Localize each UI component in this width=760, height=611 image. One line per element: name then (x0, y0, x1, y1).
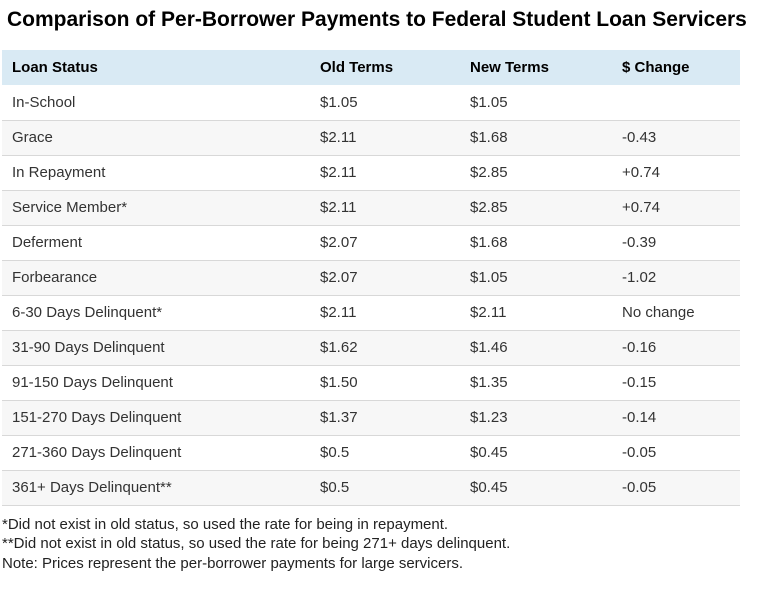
table-header: Loan Status Old Terms New Terms $ Change (2, 50, 740, 85)
table-cell: No change (612, 295, 740, 331)
table-cell: $2.11 (460, 295, 612, 331)
footnote: Note: Prices represent the per-borrower … (2, 554, 464, 572)
column-header-loan-status: Loan Status (2, 50, 310, 85)
table-cell: $2.11 (310, 155, 460, 191)
table-cell: 361+ Days Delinquent** (2, 470, 310, 506)
table-cell: 31-90 Days Delinquent (2, 330, 310, 366)
table-cell: 91-150 Days Delinquent (2, 365, 310, 401)
table-body: In-School $1.05 $1.05 Grace $2.11 $1.68 -0.43 I… (2, 85, 740, 506)
column-header-old-terms: Old Terms (310, 50, 460, 85)
table-cell: $0.45 (460, 470, 612, 506)
table-row: Grace $2.11 $1.68 -0.43 (2, 120, 740, 156)
table-cell: $2.11 (310, 120, 460, 156)
table-cell: $1.05 (460, 85, 612, 121)
table-cell: $1.05 (310, 85, 460, 121)
table-cell: -0.15 (612, 365, 740, 401)
table-cell: -0.05 (612, 470, 740, 506)
table-cell: +0.74 (612, 190, 740, 226)
table-cell: $2.11 (310, 295, 460, 331)
table-cell: Service Member* (2, 190, 310, 226)
table-cell: -0.43 (612, 120, 740, 156)
table-cell: -0.05 (612, 435, 740, 471)
table-cell: $2.07 (310, 225, 460, 261)
table-cell: $1.05 (460, 260, 612, 296)
table-cell: $1.35 (460, 365, 612, 401)
table-cell: 271-360 Days Delinquent (2, 435, 310, 471)
table-cell: $0.5 (310, 435, 460, 471)
table-cell: In-School (2, 85, 310, 121)
header-row: Loan Status Old Terms New Terms $ Change (2, 50, 740, 85)
table-cell: -0.39 (612, 225, 740, 261)
table-cell: $1.37 (310, 400, 460, 436)
table-cell: $1.68 (460, 225, 612, 261)
table-cell: $2.07 (310, 260, 460, 296)
table-cell: Grace (2, 120, 310, 156)
table-cell: $0.5 (310, 470, 460, 506)
table-cell: -0.14 (612, 400, 740, 436)
table-cell: In Repayment (2, 155, 310, 191)
table-cell: $1.68 (460, 120, 612, 156)
table-row: 151-270 Days Delinquent $1.37 $1.23 -0.14 (2, 400, 740, 436)
table-row: Forbearance $2.07 $1.05 -1.02 (2, 260, 740, 296)
table-cell: $2.85 (460, 155, 612, 191)
table-row: 271-360 Days Delinquent $0.5 $0.45 -0.05 (2, 435, 740, 471)
table-row: Deferment $2.07 $1.68 -0.39 (2, 225, 740, 261)
table-cell: $2.11 (310, 190, 460, 226)
table-cell: -0.16 (612, 330, 740, 366)
table-cell: $2.85 (460, 190, 612, 226)
table-row: 91-150 Days Delinquent $1.50 $1.35 -0.15 (2, 365, 740, 401)
footnotes: *Did not exist in old status, so used th… (2, 515, 760, 574)
table-cell: 151-270 Days Delinquent (2, 400, 310, 436)
table-row: 6-30 Days Delinquent* $2.11 $2.11 No change (2, 295, 740, 331)
table-cell: -1.02 (612, 260, 740, 296)
table-cell: 6-30 Days Delinquent* (2, 295, 310, 331)
page-title: Comparison of Per-Borrower Payments to F… (7, 8, 747, 31)
table-row: Service Member* $2.11 $2.85 +0.74 (2, 190, 740, 226)
table-cell: Deferment (2, 225, 310, 261)
table-row: 31-90 Days Delinquent $1.62 $1.46 -0.16 (2, 330, 740, 366)
table-cell (612, 85, 740, 121)
table-cell: Forbearance (2, 260, 310, 296)
column-header-change: $ Change (612, 50, 740, 85)
payments-table: Loan Status Old Terms New Terms $ Change In… (2, 50, 740, 506)
table-row: 361+ Days Delinquent** $0.5 $0.45 -0.05 (2, 470, 740, 506)
footnote: **Did not exist in old status, so used t… (2, 535, 511, 552)
table-row: In-School $1.05 $1.05 (2, 85, 740, 121)
table-cell: $1.62 (310, 330, 460, 366)
table-cell: $1.23 (460, 400, 612, 436)
table-cell: $1.50 (310, 365, 460, 401)
column-header-new-terms: New Terms (460, 50, 612, 85)
table-cell: $1.46 (460, 330, 612, 366)
table-row: In Repayment $2.11 $2.85 +0.74 (2, 155, 740, 191)
footnote: *Did not exist in old status, so used th… (2, 515, 449, 533)
table-cell: +0.74 (612, 155, 740, 191)
table-cell: $0.45 (460, 435, 612, 471)
